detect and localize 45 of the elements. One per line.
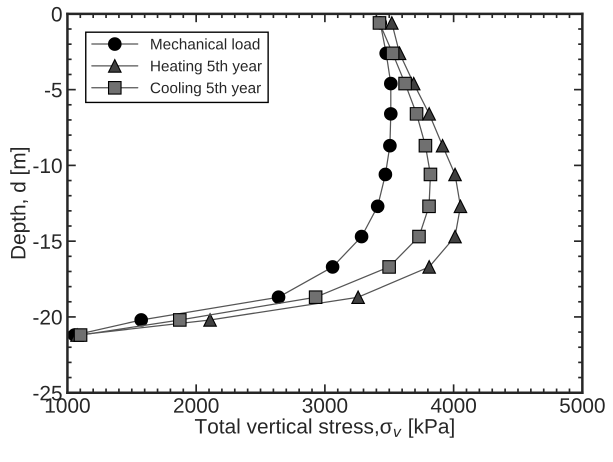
- point: [378, 168, 392, 182]
- point: [412, 230, 426, 244]
- point: [384, 76, 398, 90]
- legend-label: Cooling 5th year: [150, 82, 261, 96]
- point: [134, 313, 148, 327]
- legend-label: Heating 5th year: [151, 60, 262, 74]
- point: [354, 230, 368, 244]
- point: [424, 168, 438, 182]
- y-tick-label: -20: [33, 310, 62, 325]
- x-tick-label: 4000: [430, 398, 476, 413]
- point: [386, 46, 400, 60]
- y-tick-label: -5: [44, 82, 62, 98]
- x-tick-label: 5000: [560, 398, 605, 413]
- legend-label: Mechanical load: [151, 38, 260, 50]
- point: [436, 138, 450, 152]
- x-tick-label: 2000: [174, 398, 219, 413]
- y-tick-label: 0: [52, 6, 62, 22]
- x-tick-label: 3000: [302, 398, 348, 413]
- point: [326, 260, 340, 274]
- point: [422, 107, 436, 121]
- point: [383, 138, 397, 152]
- point: [351, 290, 365, 304]
- point: [454, 200, 468, 214]
- point: [398, 76, 412, 90]
- point: [384, 107, 398, 121]
- point: [385, 16, 399, 30]
- y-tick-label: -15: [33, 234, 62, 249]
- point: [422, 200, 436, 214]
- point: [448, 168, 462, 182]
- x-tick-label: 1000: [46, 398, 90, 413]
- point: [410, 107, 424, 121]
- point: [173, 313, 187, 327]
- point: [422, 260, 436, 274]
- point: [308, 290, 322, 304]
- point: [370, 200, 384, 214]
- point: [74, 328, 88, 342]
- point: [448, 230, 462, 244]
- y-tick-label: -10: [33, 158, 62, 174]
- y-tick-label: -25: [33, 386, 62, 400]
- point: [272, 290, 286, 304]
- point: [382, 260, 396, 274]
- y-axis-title: Depth, d [m]: [10, 148, 30, 258]
- point: [203, 313, 217, 327]
- x-axis-title: Total vertical stress,σ$_{v}$ [kPa]: [194, 418, 454, 438]
- point: [418, 138, 432, 152]
